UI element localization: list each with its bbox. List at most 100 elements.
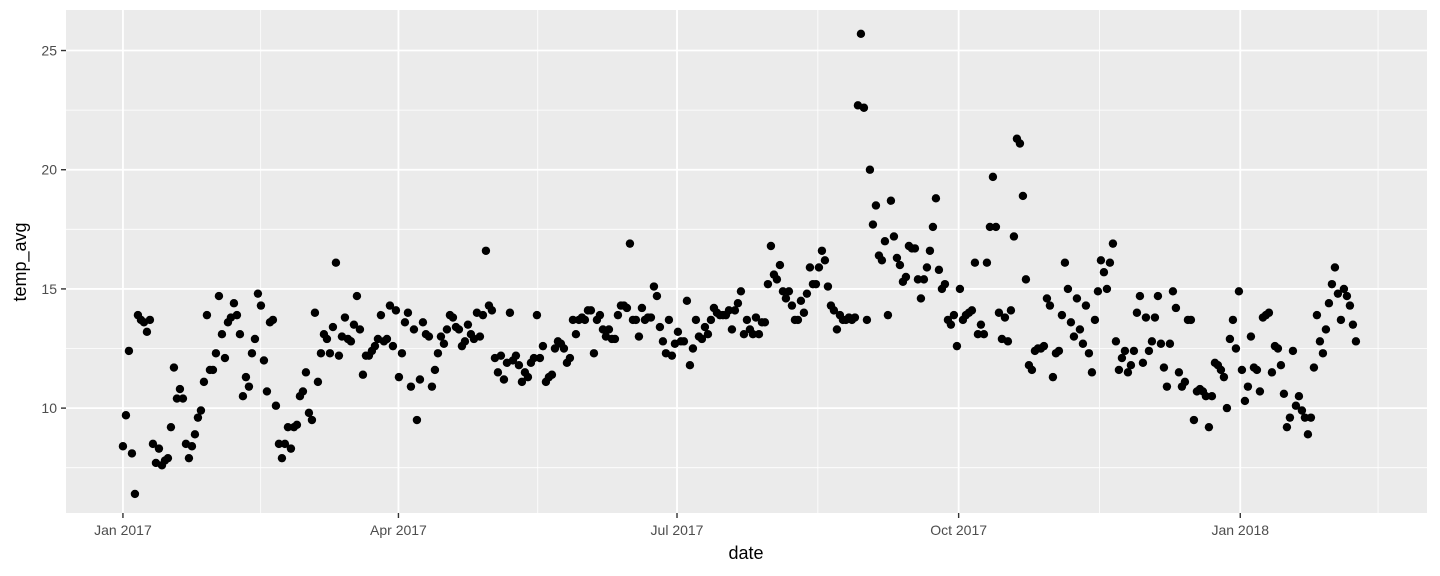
data-point <box>1129 346 1139 356</box>
data-point <box>1240 396 1250 406</box>
data-point <box>121 411 131 420</box>
data-point <box>862 315 872 325</box>
data-point <box>370 341 380 351</box>
data-point <box>748 330 758 339</box>
data-point <box>148 439 158 449</box>
data-point <box>892 253 902 263</box>
data-point <box>355 325 365 334</box>
data-point <box>727 325 737 334</box>
data-point <box>1159 363 1169 372</box>
data-point <box>931 194 941 203</box>
data-point <box>625 239 635 248</box>
data-point <box>460 337 470 346</box>
data-point <box>1273 344 1283 353</box>
data-point <box>412 415 422 425</box>
data-point <box>604 325 614 334</box>
data-point <box>559 344 569 353</box>
data-point <box>1324 299 1334 308</box>
data-point <box>706 315 716 325</box>
data-point <box>307 415 317 425</box>
data-point <box>178 394 188 403</box>
data-point <box>1315 337 1325 346</box>
data-point <box>1039 341 1049 351</box>
data-point <box>1303 430 1313 439</box>
data-point <box>1264 308 1274 317</box>
data-point <box>1231 344 1241 353</box>
data-point <box>832 325 842 334</box>
data-point <box>334 351 344 360</box>
data-point <box>1015 139 1025 148</box>
data-point <box>919 275 929 284</box>
data-point <box>946 320 956 329</box>
data-point <box>1294 391 1304 401</box>
data-point <box>1174 368 1184 377</box>
data-point <box>1042 294 1052 303</box>
data-point <box>856 29 866 39</box>
data-point <box>754 330 764 339</box>
data-point <box>781 294 791 303</box>
data-point <box>787 301 797 310</box>
data-point <box>550 344 560 353</box>
data-point <box>703 330 713 339</box>
data-point <box>1222 403 1232 413</box>
data-point <box>262 387 272 396</box>
data-point <box>463 320 473 329</box>
data-point <box>1288 346 1298 356</box>
data-point <box>817 246 827 255</box>
y-tick-label: 20 <box>41 162 57 178</box>
data-point <box>280 439 290 449</box>
data-point <box>481 246 491 255</box>
data-point <box>868 220 878 229</box>
data-point <box>802 289 812 298</box>
data-point <box>871 201 881 210</box>
data-point <box>124 346 134 356</box>
data-point <box>214 291 224 301</box>
data-point <box>1150 313 1160 322</box>
data-point <box>586 306 596 315</box>
data-point <box>418 318 428 327</box>
data-point <box>778 287 788 296</box>
data-point <box>751 313 761 322</box>
plot-panel <box>66 10 1427 513</box>
data-point <box>292 420 302 429</box>
data-point <box>529 353 539 363</box>
data-point <box>1021 275 1031 284</box>
data-point <box>1201 391 1211 401</box>
data-point <box>1096 256 1106 265</box>
data-point <box>949 310 959 320</box>
data-point <box>973 330 983 339</box>
data-point <box>1066 318 1076 327</box>
data-point <box>982 258 992 267</box>
y-tick-label: 25 <box>41 43 57 59</box>
data-point <box>1252 365 1262 375</box>
data-point <box>130 489 140 499</box>
data-point <box>829 306 839 315</box>
data-point <box>250 334 260 344</box>
data-point <box>763 279 773 289</box>
data-point <box>1045 301 1055 310</box>
data-point <box>220 353 230 363</box>
data-point <box>796 296 806 306</box>
data-point <box>1141 313 1151 322</box>
data-point <box>1219 372 1229 382</box>
data-point <box>1120 346 1130 356</box>
data-point <box>1075 325 1085 334</box>
data-point <box>1297 406 1307 415</box>
data-point <box>1054 346 1064 356</box>
data-point <box>631 315 641 325</box>
data-point <box>1186 315 1196 325</box>
data-point <box>1216 365 1226 375</box>
data-point <box>154 444 164 453</box>
data-point <box>322 334 332 344</box>
x-tick-label: Oct 2017 <box>930 522 987 538</box>
data-point <box>187 442 197 451</box>
data-point <box>1180 377 1190 387</box>
data-point <box>1003 337 1013 346</box>
data-point <box>346 337 356 346</box>
data-point <box>448 313 458 322</box>
data-point <box>376 310 386 320</box>
data-point <box>1162 382 1172 391</box>
data-point <box>496 351 506 360</box>
data-point <box>913 275 923 284</box>
